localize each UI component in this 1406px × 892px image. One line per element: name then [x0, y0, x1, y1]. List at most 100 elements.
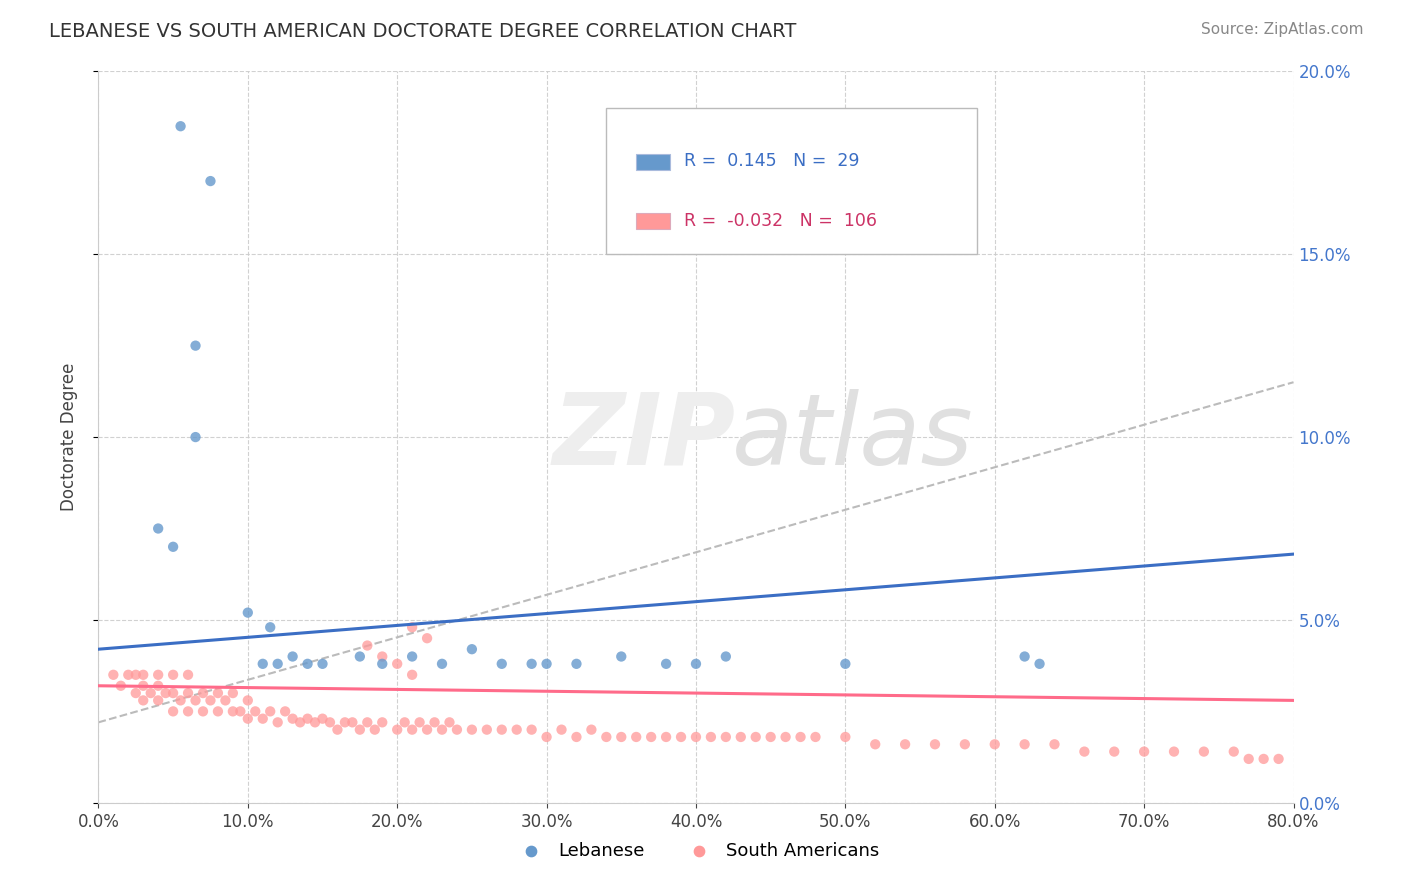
Point — [423, 715, 446, 730]
Point — [155, 686, 177, 700]
Point — [536, 657, 558, 671]
Point — [132, 679, 155, 693]
Point — [177, 667, 200, 681]
Point — [1192, 745, 1215, 759]
Point — [177, 686, 200, 700]
Point — [655, 657, 678, 671]
Point — [297, 657, 319, 671]
Point — [626, 730, 648, 744]
Point — [461, 723, 484, 737]
Point — [1104, 745, 1126, 759]
Point — [1043, 737, 1066, 751]
Point — [565, 657, 588, 671]
Point — [333, 715, 356, 730]
Point — [834, 657, 856, 671]
Point — [281, 712, 304, 726]
Point — [1014, 649, 1036, 664]
Point — [730, 730, 752, 744]
Point — [371, 715, 394, 730]
Point — [125, 667, 148, 681]
Point — [984, 737, 1007, 751]
Point — [430, 657, 453, 671]
Point — [595, 730, 617, 744]
Point — [274, 705, 297, 719]
Point — [267, 657, 290, 671]
Point — [714, 649, 737, 664]
Point — [297, 712, 319, 726]
Point — [430, 723, 453, 737]
Point — [236, 712, 259, 726]
Point — [169, 120, 191, 134]
Point — [745, 730, 768, 744]
Point — [475, 723, 498, 737]
Point — [207, 705, 229, 719]
Text: Source: ZipAtlas.com: Source: ZipAtlas.com — [1201, 22, 1364, 37]
Point — [1223, 745, 1246, 759]
Point — [610, 730, 633, 744]
Point — [259, 620, 281, 634]
Point — [326, 723, 349, 737]
Point — [148, 521, 170, 535]
Point — [252, 712, 274, 726]
Point — [655, 730, 678, 744]
Point — [214, 693, 236, 707]
Point — [640, 730, 662, 744]
Text: R =  -0.032   N =  106: R = -0.032 N = 106 — [685, 211, 877, 229]
Point — [184, 338, 207, 352]
Point — [222, 705, 245, 719]
Point — [1237, 752, 1260, 766]
FancyBboxPatch shape — [637, 213, 669, 229]
Point — [685, 657, 707, 671]
Y-axis label: Doctorate Degree: Doctorate Degree — [59, 363, 77, 511]
Point — [520, 657, 543, 671]
Point — [259, 705, 281, 719]
Point — [148, 693, 170, 707]
Point — [267, 715, 290, 730]
Point — [1073, 745, 1095, 759]
Point — [162, 667, 184, 681]
Point — [1133, 745, 1156, 759]
Point — [804, 730, 827, 744]
Point — [865, 737, 887, 751]
Text: ZIP: ZIP — [553, 389, 735, 485]
Point — [356, 639, 378, 653]
Point — [288, 715, 311, 730]
Point — [148, 679, 170, 693]
Point — [550, 723, 572, 737]
Legend: Lebanese, South Americans: Lebanese, South Americans — [506, 835, 886, 867]
Point — [177, 705, 200, 719]
Point — [364, 723, 387, 737]
Point — [371, 657, 394, 671]
Point — [252, 657, 274, 671]
Point — [953, 737, 976, 751]
Point — [565, 730, 588, 744]
Point — [207, 686, 229, 700]
Point — [581, 723, 603, 737]
Point — [200, 693, 222, 707]
Point — [669, 730, 692, 744]
Point — [446, 723, 468, 737]
Point — [759, 730, 782, 744]
Point — [139, 686, 162, 700]
Point — [191, 686, 214, 700]
Point — [401, 620, 423, 634]
Point — [408, 715, 430, 730]
Point — [439, 715, 461, 730]
Point — [394, 715, 416, 730]
Text: R =  0.145   N =  29: R = 0.145 N = 29 — [685, 153, 859, 170]
Point — [222, 686, 245, 700]
Point — [162, 705, 184, 719]
Point — [132, 667, 155, 681]
Point — [236, 693, 259, 707]
Point — [311, 712, 333, 726]
Point — [162, 540, 184, 554]
Point — [700, 730, 723, 744]
Point — [924, 737, 946, 751]
Point — [342, 715, 364, 730]
Point — [319, 715, 342, 730]
Point — [401, 649, 423, 664]
FancyBboxPatch shape — [637, 153, 669, 170]
Text: atlas: atlas — [733, 389, 973, 485]
Point — [401, 667, 423, 681]
Point — [894, 737, 917, 751]
